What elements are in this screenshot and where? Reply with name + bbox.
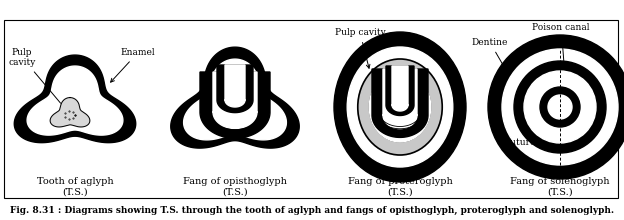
Circle shape — [502, 49, 618, 165]
Polygon shape — [386, 66, 414, 116]
Polygon shape — [200, 72, 270, 138]
Circle shape — [488, 35, 624, 179]
Polygon shape — [27, 66, 123, 135]
Ellipse shape — [369, 72, 431, 142]
Polygon shape — [372, 69, 428, 138]
Ellipse shape — [358, 59, 442, 155]
Text: Enamel: Enamel — [110, 48, 155, 82]
Polygon shape — [225, 65, 245, 107]
Circle shape — [524, 71, 596, 143]
Text: Fang of solenoglyph
(T.S.): Fang of solenoglyph (T.S.) — [510, 177, 610, 197]
Text: Poison canal: Poison canal — [532, 23, 590, 73]
Polygon shape — [392, 66, 408, 111]
Ellipse shape — [347, 47, 453, 167]
Circle shape — [514, 61, 606, 153]
Text: Fang of opisthoglyph
(T.S.): Fang of opisthoglyph (T.S.) — [183, 177, 287, 197]
Polygon shape — [14, 55, 135, 143]
Text: Tooth of aglyph
(T.S.): Tooth of aglyph (T.S.) — [37, 177, 114, 197]
Circle shape — [548, 95, 572, 119]
Text: Suture: Suture — [504, 130, 557, 147]
Bar — [4, 20, 618, 198]
Polygon shape — [171, 47, 300, 148]
Polygon shape — [50, 98, 90, 127]
Text: Fang of proteroglyph
(T.S.): Fang of proteroglyph (T.S.) — [348, 177, 452, 197]
Ellipse shape — [334, 32, 466, 182]
Text: Pulp cavity: Pulp cavity — [334, 28, 386, 68]
Polygon shape — [383, 69, 417, 129]
Polygon shape — [213, 72, 257, 128]
Polygon shape — [183, 59, 286, 140]
Text: Dentine: Dentine — [472, 38, 508, 74]
Polygon shape — [217, 65, 253, 113]
Text: Pulp
cavity: Pulp cavity — [8, 48, 66, 109]
Text: Fig. 8.31 : Diagrams showing T.S. through the tooth of aglyph and fangs of opist: Fig. 8.31 : Diagrams showing T.S. throug… — [10, 205, 614, 214]
Circle shape — [540, 87, 580, 127]
